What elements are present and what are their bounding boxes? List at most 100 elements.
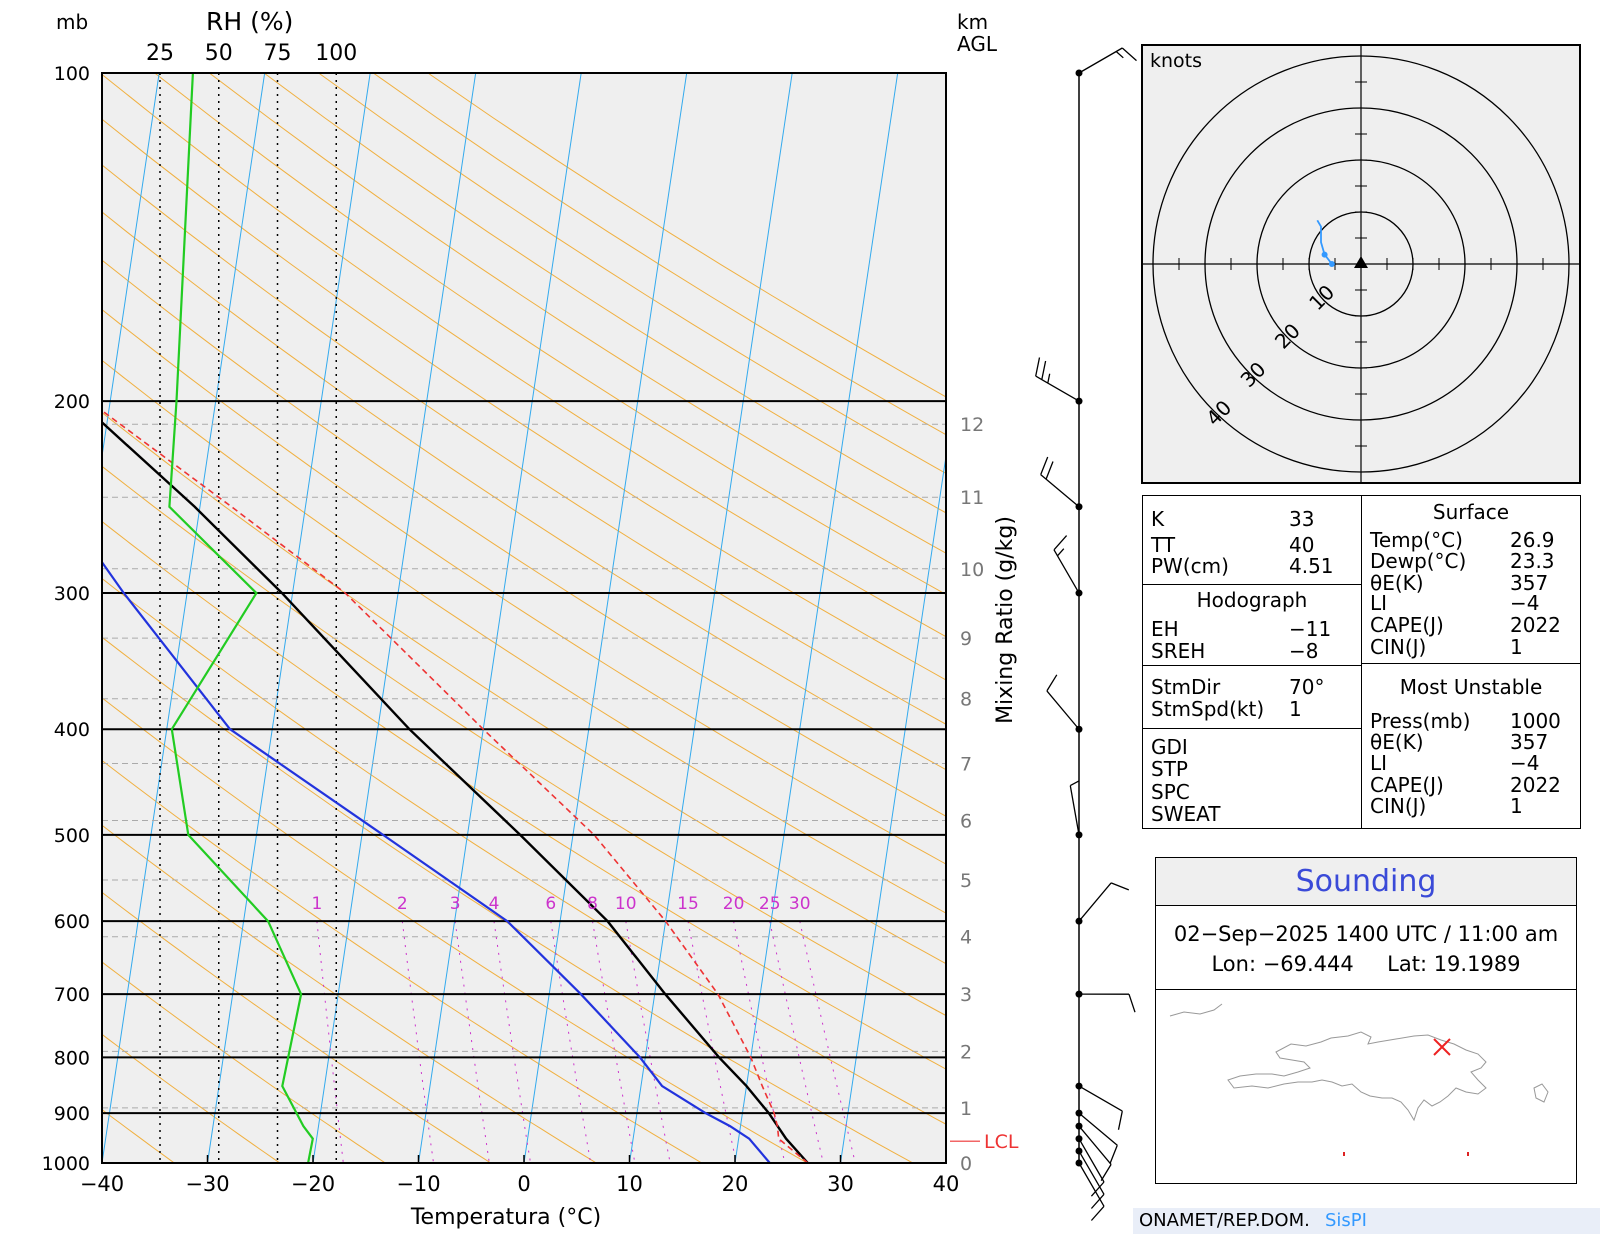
surface-cin-value: 1 [1510, 635, 1523, 659]
rh-tick-label: 25 [146, 41, 174, 66]
mu-press-label: Press(mb) [1370, 709, 1471, 733]
sounding-location: Lon: −69.444 Lat: 19.1989 [1211, 952, 1521, 976]
mixing-ratio-label: 20 [723, 894, 745, 914]
dry-adiabat [102, 961, 386, 1163]
isotherm [312, 73, 477, 1163]
sounding-datetime: 02−Sep−2025 1400 UTC / 11:00 am [1173, 922, 1559, 946]
sreh-label: SREH [1151, 639, 1206, 663]
location-map [1169, 1003, 1549, 1156]
dry-adiabat [102, 465, 946, 1017]
temperature-tick-label: 10 [616, 1172, 643, 1196]
stmspd-label: StmSpd(kt) [1151, 697, 1265, 721]
stp-label: STP [1151, 757, 1188, 781]
surface-li-value: −4 [1510, 591, 1540, 615]
temperature-tick-label: 40 [933, 1172, 960, 1196]
temperature-tick-label: −20 [291, 1172, 335, 1196]
temperature-tick-label: −40 [80, 1172, 124, 1196]
mu-cin-value: 1 [1510, 794, 1523, 818]
dry-adiabat [208, 73, 946, 554]
wind-barb [1078, 1162, 1105, 1221]
cuba-coast [1169, 1003, 1223, 1017]
mu-li-label: LI [1370, 751, 1388, 775]
pressure-tick-label: 500 [54, 825, 90, 847]
wind-barb [1078, 1150, 1105, 1209]
hodograph-trace [1316, 219, 1333, 265]
mixing-ratio-label: 8 [587, 894, 598, 914]
surface-thetae-value: 357 [1510, 571, 1549, 595]
surface-section-title: Surface [1432, 500, 1510, 524]
surface-cape-value: 2022 [1510, 613, 1561, 637]
pressure-tick-label: 600 [54, 911, 90, 933]
surface-dewp-value: 23.3 [1510, 549, 1555, 573]
agl-label: AGL [957, 32, 998, 56]
temperature-tick-label: 0 [517, 1172, 530, 1196]
mixing-ratio-label: 6 [545, 894, 556, 914]
stmdir-value: 70° [1289, 675, 1325, 699]
mb-label: mb [56, 10, 88, 34]
mu-li-value: −4 [1510, 751, 1540, 775]
wind-barb [1040, 456, 1080, 508]
isotherm [734, 73, 899, 1163]
stmspd-value: 1 [1289, 697, 1302, 721]
eh-label: EH [1151, 617, 1179, 641]
dry-adiabat [102, 259, 946, 817]
height-km-label: 3 [960, 984, 972, 1006]
footer-organization: ONAMET/REP.DOM. [1139, 1210, 1310, 1231]
temperature-tick-label: 30 [827, 1172, 854, 1196]
k-index-label: K [1151, 507, 1165, 531]
wind-barb [1078, 47, 1137, 74]
wind-barb [1046, 674, 1080, 730]
pressure-tick-label: 700 [54, 984, 90, 1006]
most-unstable-section-title: Most Unstable [1399, 675, 1543, 699]
indices-left-panel: K 33 TT 40 PW(cm) 4.51 Hodograph EH −11 … [1142, 495, 1362, 829]
isotherm [523, 73, 688, 1163]
surface-thetae-label: θE(K) [1370, 571, 1424, 595]
mu-cin-label: CIN(J) [1370, 794, 1427, 818]
mixing-ratio-label: 4 [489, 894, 500, 914]
rh-profile-line [168, 73, 314, 1163]
station-location-marker [1433, 1038, 1451, 1056]
dry-adiabat [102, 73, 946, 638]
hodograph-units-label: knots [1150, 50, 1202, 72]
k-index-value: 33 [1289, 507, 1315, 531]
dry-adiabat [102, 309, 946, 865]
wind-barb [1078, 882, 1130, 922]
surface-cape-label: CAPE(J) [1370, 613, 1444, 637]
height-km-label: 12 [960, 414, 984, 436]
temperature-axis-title: Temperatura (°C) [410, 1205, 601, 1230]
height-km-label: 10 [960, 559, 984, 581]
height-km-label: 4 [960, 927, 972, 949]
dry-adiabat [102, 164, 946, 725]
wind-barb [1078, 1138, 1105, 1197]
mixing-ratio-label: 1 [311, 894, 322, 914]
dry-adiabat [263, 73, 946, 514]
sounding-info-panel: Sounding 02−Sep−2025 1400 UTC / 11:00 am… [1155, 857, 1577, 1184]
height-km-label: 0 [960, 1153, 972, 1175]
skewt-plot-background [102, 73, 946, 1163]
temperature-tick-label: 20 [722, 1172, 749, 1196]
rh-tick-label: 75 [264, 41, 292, 66]
isotherm [418, 73, 582, 1163]
isotherm [840, 452, 946, 1163]
mixing-ratio-label: 2 [397, 894, 408, 914]
wind-barb [1078, 993, 1136, 1013]
height-km-label: 9 [960, 628, 972, 650]
parcel-profile-line [102, 409, 809, 1163]
hodograph-ring [1256, 159, 1466, 369]
wind-barb [1069, 780, 1080, 835]
pressure-tick-label: 300 [54, 583, 90, 605]
dry-adiabat [102, 636, 914, 1163]
wind-barb [1078, 1112, 1118, 1164]
small-island-marks [1343, 1152, 1469, 1156]
mu-thetae-value: 357 [1510, 730, 1549, 754]
pw-label: PW(cm) [1151, 554, 1229, 578]
height-km-label: 6 [960, 810, 972, 832]
height-km-label: 7 [960, 753, 972, 775]
pw-value: 4.51 [1289, 554, 1334, 578]
dry-adiabat [102, 577, 946, 1125]
isotherm [102, 73, 266, 1163]
hodograph-ring [1204, 107, 1518, 421]
mu-cape-label: CAPE(J) [1370, 773, 1444, 797]
